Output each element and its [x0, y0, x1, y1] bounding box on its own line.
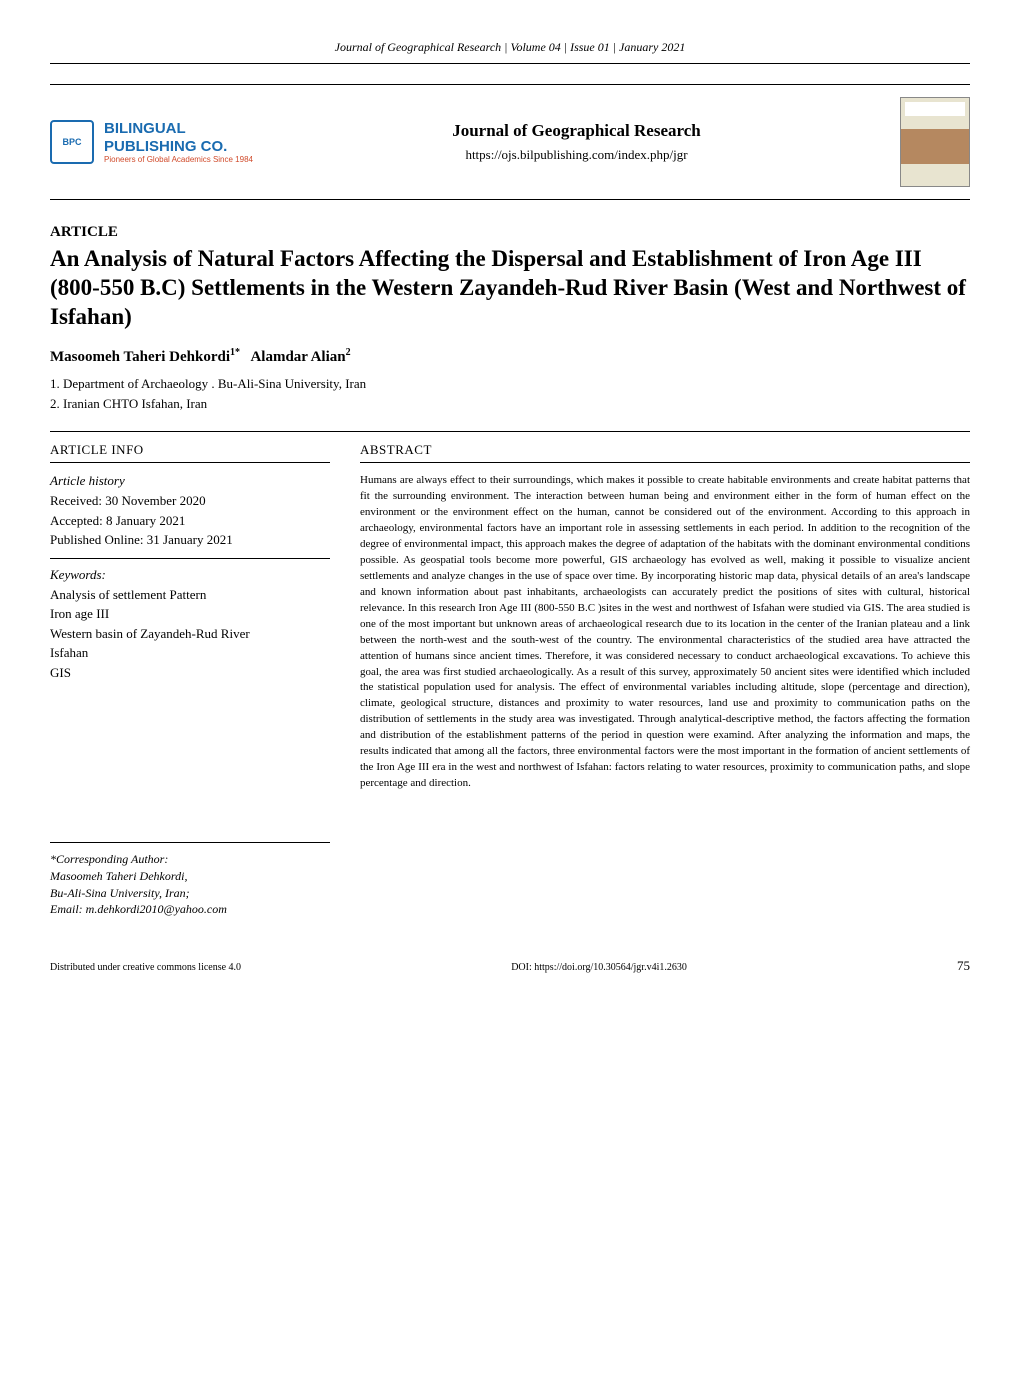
- abstract-text: Humans are always effect to their surrou…: [360, 473, 970, 792]
- top-bar: BPC BILINGUAL PUBLISHING CO. Pioneers of…: [50, 84, 970, 200]
- journal-url[interactable]: https://ojs.bilpublishing.com/index.php/…: [253, 147, 900, 163]
- corresponding-label: *Corresponding Author:: [50, 851, 330, 868]
- keyword-item: Isfahan: [50, 643, 330, 663]
- publisher-tagline: Pioneers of Global Academics Since 1984: [104, 155, 253, 164]
- keywords-label: Keywords:: [50, 567, 330, 583]
- journal-title: Journal of Geographical Research: [253, 121, 900, 141]
- publisher-name-line1: BILINGUAL: [104, 120, 253, 137]
- article-type-label: ARTICLE: [50, 224, 970, 241]
- corresponding-name: Masoomeh Taheri Dehkordi,: [50, 868, 330, 885]
- article-history-block: Article history Received: 30 November 20…: [50, 473, 330, 559]
- author-1-sup: 1*: [230, 347, 240, 358]
- corresponding-email: Email: m.dehkordi2010@yahoo.com: [50, 901, 330, 918]
- publisher-logo-block: BPC BILINGUAL PUBLISHING CO. Pioneers of…: [50, 120, 253, 164]
- abstract-column: ABSTRACT Humans are always effect to the…: [360, 442, 970, 792]
- author-2: Alamdar Alian: [250, 349, 345, 365]
- corresponding-affil: Bu-Ali-Sina University, Iran;: [50, 885, 330, 902]
- affiliations: 1. Department of Archaeology . Bu-Ali-Si…: [50, 374, 970, 413]
- footer-license: Distributed under creative commons licen…: [50, 962, 241, 973]
- affiliation-1: 1. Department of Archaeology . Bu-Ali-Si…: [50, 374, 970, 394]
- article-info-column: ARTICLE INFO Article history Received: 3…: [50, 442, 330, 792]
- footer-doi[interactable]: DOI: https://doi.org/10.30564/jgr.v4i1.2…: [511, 962, 687, 973]
- article-history-label: Article history: [50, 473, 330, 489]
- keyword-item: Analysis of settlement Pattern: [50, 585, 330, 605]
- keywords-list: Analysis of settlement Pattern Iron age …: [50, 585, 330, 683]
- running-header: Journal of Geographical Research | Volum…: [50, 40, 970, 64]
- keyword-item: Iron age III: [50, 604, 330, 624]
- published-line: Published Online: 31 January 2021: [50, 530, 330, 550]
- author-2-sup: 2: [346, 347, 351, 358]
- author-1: Masoomeh Taheri Dehkordi: [50, 349, 230, 365]
- journal-block: Journal of Geographical Research https:/…: [253, 121, 900, 163]
- publisher-text: BILINGUAL PUBLISHING CO. Pioneers of Glo…: [104, 120, 253, 164]
- article-info-header: ARTICLE INFO: [50, 442, 330, 463]
- corresponding-author-block: *Corresponding Author: Masoomeh Taheri D…: [50, 842, 330, 918]
- keyword-item: Western basin of Zayandeh-Rud River: [50, 624, 330, 644]
- page-footer: Distributed under creative commons licen…: [50, 958, 970, 974]
- abstract-header: ABSTRACT: [360, 442, 970, 463]
- article-title: An Analysis of Natural Factors Affecting…: [50, 245, 970, 331]
- publisher-logo-icon: BPC: [50, 120, 94, 164]
- keyword-item: GIS: [50, 663, 330, 683]
- page-number: 75: [957, 958, 970, 974]
- journal-volume-line: Journal of Geographical Research | Volum…: [335, 40, 686, 54]
- affiliation-2: 2. Iranian CHTO Isfahan, Iran: [50, 394, 970, 414]
- journal-cover-thumbnail: [900, 97, 970, 187]
- info-abstract-row: ARTICLE INFO Article history Received: 3…: [50, 431, 970, 792]
- received-line: Received: 30 November 2020: [50, 491, 330, 511]
- accepted-line: Accepted: 8 January 2021: [50, 511, 330, 531]
- publisher-name-line2: PUBLISHING CO.: [104, 138, 253, 155]
- authors-line: Masoomeh Taheri Dehkordi1* Alamdar Alian…: [50, 347, 970, 366]
